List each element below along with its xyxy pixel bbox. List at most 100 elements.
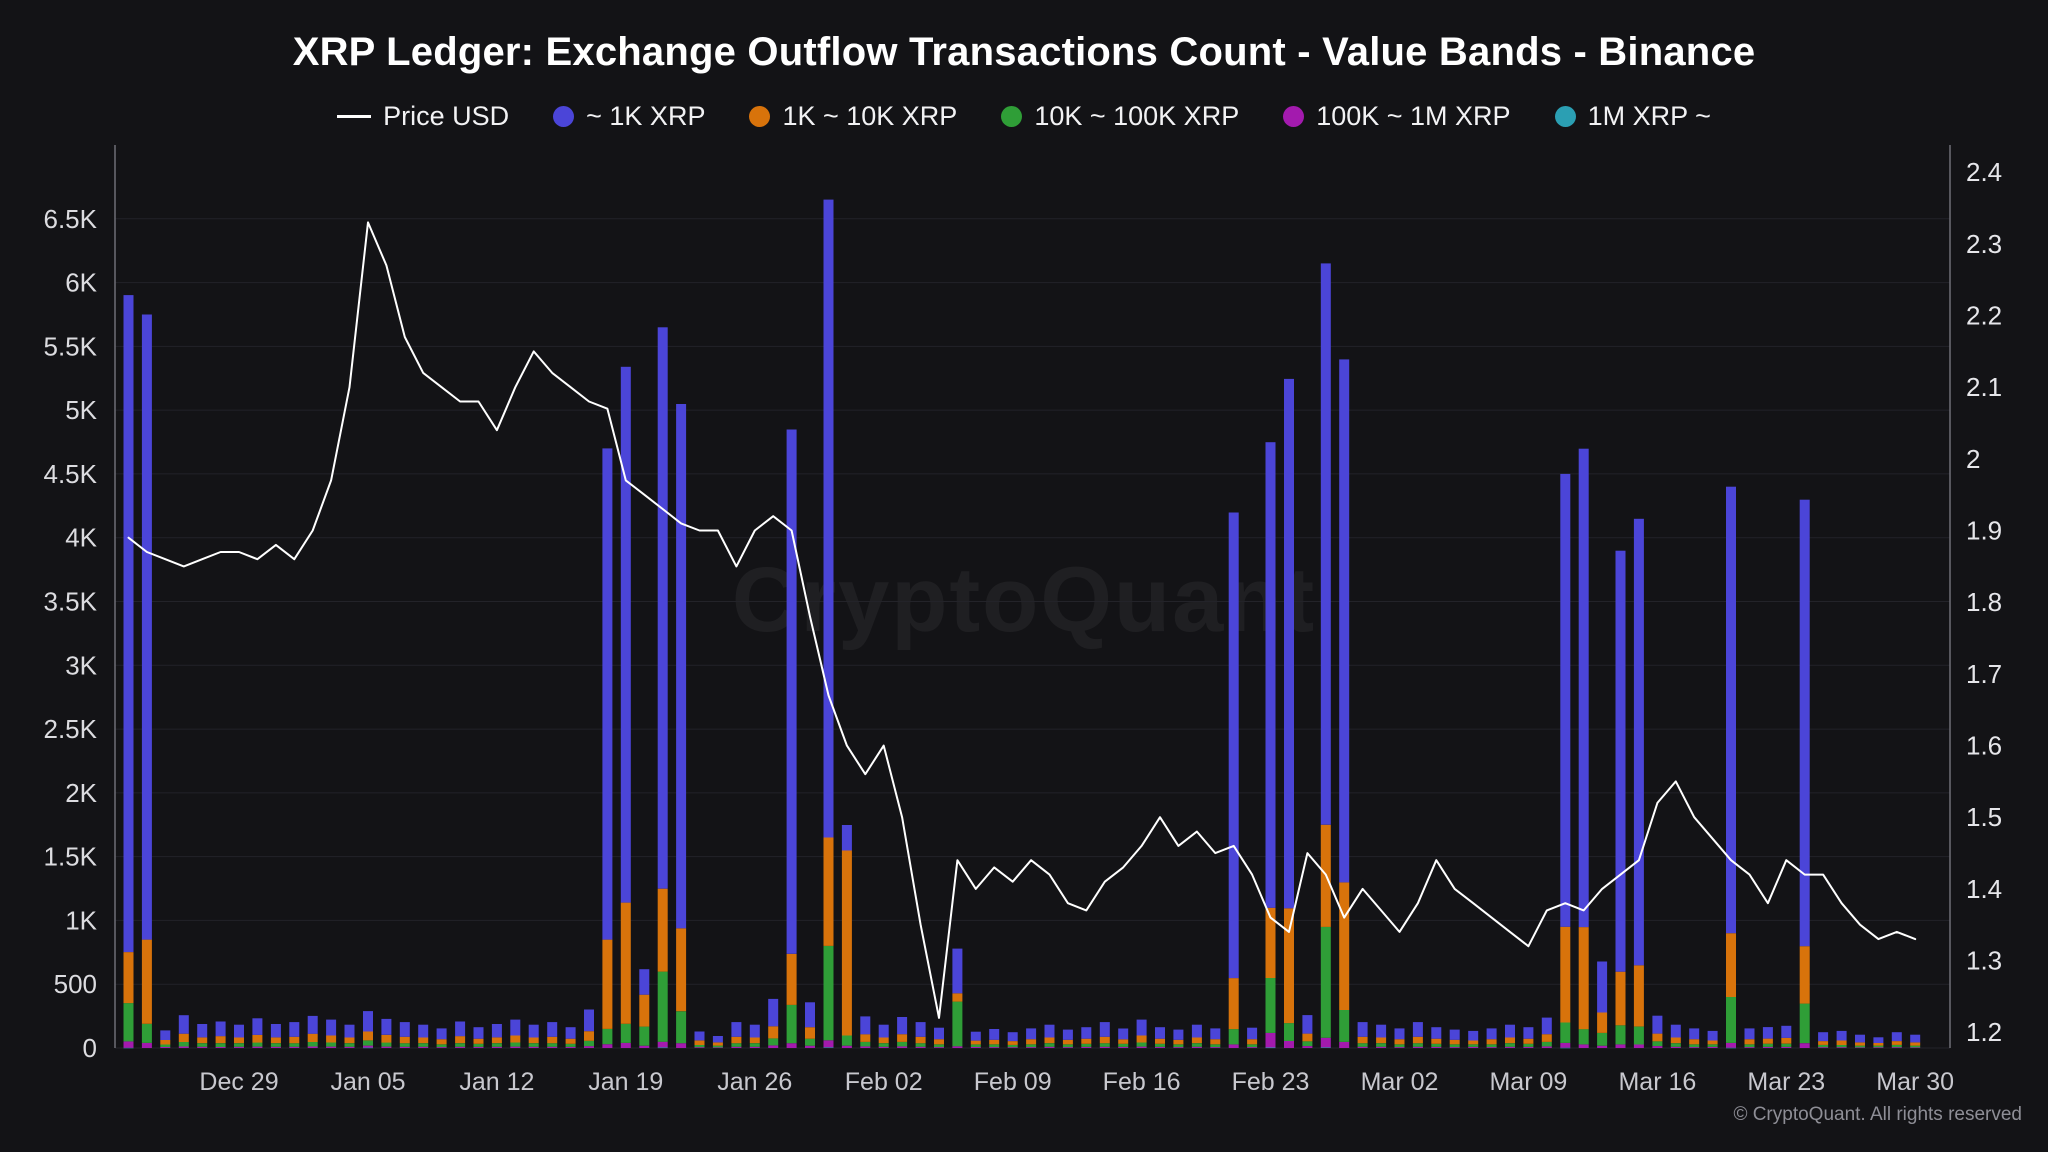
bar-segment[interactable] (547, 1043, 558, 1047)
bar-segment[interactable] (1099, 1022, 1110, 1037)
bar-segment[interactable] (141, 1042, 152, 1048)
bar-segment[interactable] (123, 1041, 134, 1048)
bar-segment[interactable] (749, 1043, 760, 1047)
bar-segment[interactable] (768, 1045, 779, 1048)
bar-segment[interactable] (1320, 1037, 1331, 1048)
bar-segment[interactable] (455, 1043, 466, 1047)
bar-segment[interactable] (436, 1028, 447, 1040)
bar-segment[interactable] (1394, 1044, 1405, 1048)
bar-segment[interactable] (1431, 1038, 1442, 1044)
bar-segment[interactable] (1099, 1036, 1110, 1044)
bar-segment[interactable] (1670, 1024, 1681, 1038)
bar-segment[interactable] (639, 994, 650, 1027)
bar-segment[interactable] (1891, 1041, 1902, 1045)
bar-segment[interactable] (1670, 1037, 1681, 1044)
bar-segment[interactable] (289, 1036, 300, 1044)
bar-segment[interactable] (436, 1044, 447, 1048)
bar-segment[interactable] (528, 1024, 539, 1038)
bar-segment[interactable] (1560, 926, 1571, 1023)
bar-segment[interactable] (657, 1041, 668, 1048)
bar-segment[interactable] (823, 1047, 834, 1048)
bar-segment[interactable] (1873, 1047, 1884, 1048)
bar-segment[interactable] (363, 1047, 373, 1049)
bar-segment[interactable] (1044, 1024, 1055, 1038)
bar-segment[interactable] (934, 1044, 944, 1048)
bar-segment[interactable] (307, 1046, 318, 1049)
bar-segment[interactable] (234, 1046, 244, 1048)
bar-segment[interactable] (1836, 1040, 1847, 1046)
bar-segment[interactable] (565, 1043, 576, 1047)
bar-segment[interactable] (1247, 1044, 1258, 1048)
bar-segment[interactable] (1265, 978, 1276, 1033)
bar-segment[interactable] (841, 1045, 852, 1048)
bar-segment[interactable] (731, 1043, 742, 1047)
bar-segment[interactable] (1523, 1038, 1534, 1044)
bar-segment[interactable] (1191, 1024, 1202, 1038)
bar-segment[interactable] (952, 948, 963, 994)
bar-segment[interactable] (860, 1041, 871, 1047)
bar-segment[interactable] (768, 998, 779, 1027)
bar-segment[interactable] (491, 1043, 502, 1047)
bar-segment[interactable] (510, 1042, 521, 1047)
bar-segment[interactable] (1449, 1044, 1460, 1048)
bar-segment[interactable] (1615, 971, 1626, 1026)
bar-segment[interactable] (676, 404, 687, 929)
bar-segment[interactable] (547, 1022, 558, 1037)
bar-segment[interactable] (1228, 1044, 1239, 1048)
bar-segment[interactable] (1320, 926, 1331, 1038)
bar-segment[interactable] (547, 1036, 558, 1044)
bar-segment[interactable] (620, 1042, 631, 1048)
bar-segment[interactable] (823, 1040, 834, 1048)
bar-segment[interactable] (1118, 1046, 1129, 1048)
bar-segment[interactable] (970, 1040, 981, 1045)
bar-segment[interactable] (1007, 1041, 1018, 1045)
bar-segment[interactable] (326, 1019, 337, 1036)
bar-segment[interactable] (915, 1022, 926, 1037)
bar-segment[interactable] (620, 366, 631, 903)
bar-segment[interactable] (657, 888, 668, 972)
bar-segment[interactable] (1007, 1047, 1018, 1048)
bar-segment[interactable] (1412, 1022, 1423, 1037)
bar-segment[interactable] (639, 1026, 650, 1046)
bar-segment[interactable] (1670, 1046, 1681, 1048)
bar-segment[interactable] (878, 1046, 889, 1048)
bar-segment[interactable] (897, 1046, 908, 1048)
bar-segment[interactable] (252, 1042, 263, 1047)
bar-segment[interactable] (1412, 1046, 1423, 1048)
bar-segment[interactable] (1744, 1039, 1755, 1045)
bar-segment[interactable] (344, 1043, 355, 1047)
bar-segment[interactable] (1726, 997, 1736, 1043)
bar-segment[interactable] (989, 1047, 1000, 1048)
bar-segment[interactable] (1726, 1047, 1736, 1049)
bar-segment[interactable] (1191, 1037, 1202, 1044)
bar-segment[interactable] (399, 1043, 410, 1047)
bar-segment[interactable] (1873, 1043, 1884, 1046)
bar-segment[interactable] (915, 1043, 926, 1047)
bar-segment[interactable] (234, 1024, 244, 1038)
bar-segment[interactable] (1339, 882, 1350, 1010)
bar-segment[interactable] (1228, 1029, 1239, 1045)
bar-segment[interactable] (1578, 1029, 1589, 1045)
bar-segment[interactable] (1818, 1047, 1829, 1048)
bar-segment[interactable] (878, 1024, 889, 1038)
bar-segment[interactable] (1357, 1046, 1368, 1048)
bar-segment[interactable] (1376, 1043, 1387, 1047)
bar-segment[interactable] (1615, 1044, 1626, 1048)
bar-segment[interactable] (1191, 1043, 1202, 1047)
bar-segment[interactable] (1799, 1043, 1810, 1048)
bar-segment[interactable] (1265, 1047, 1276, 1049)
bar-segment[interactable] (1118, 1043, 1129, 1047)
bar-segment[interactable] (344, 1024, 355, 1038)
bar-segment[interactable] (197, 1043, 208, 1047)
bar-segment[interactable] (805, 1045, 815, 1048)
bar-segment[interactable] (381, 1034, 392, 1043)
bar-segment[interactable] (1799, 946, 1810, 1004)
bar-segment[interactable] (1210, 1028, 1221, 1040)
bar-segment[interactable] (897, 1041, 908, 1047)
bar-segment[interactable] (215, 1047, 226, 1048)
bar-segment[interactable] (1505, 1043, 1515, 1047)
bar-segment[interactable] (915, 1036, 926, 1044)
bar-segment[interactable] (289, 1046, 300, 1048)
bar-segment[interactable] (123, 1047, 134, 1049)
bar-segment[interactable] (1633, 965, 1644, 1027)
